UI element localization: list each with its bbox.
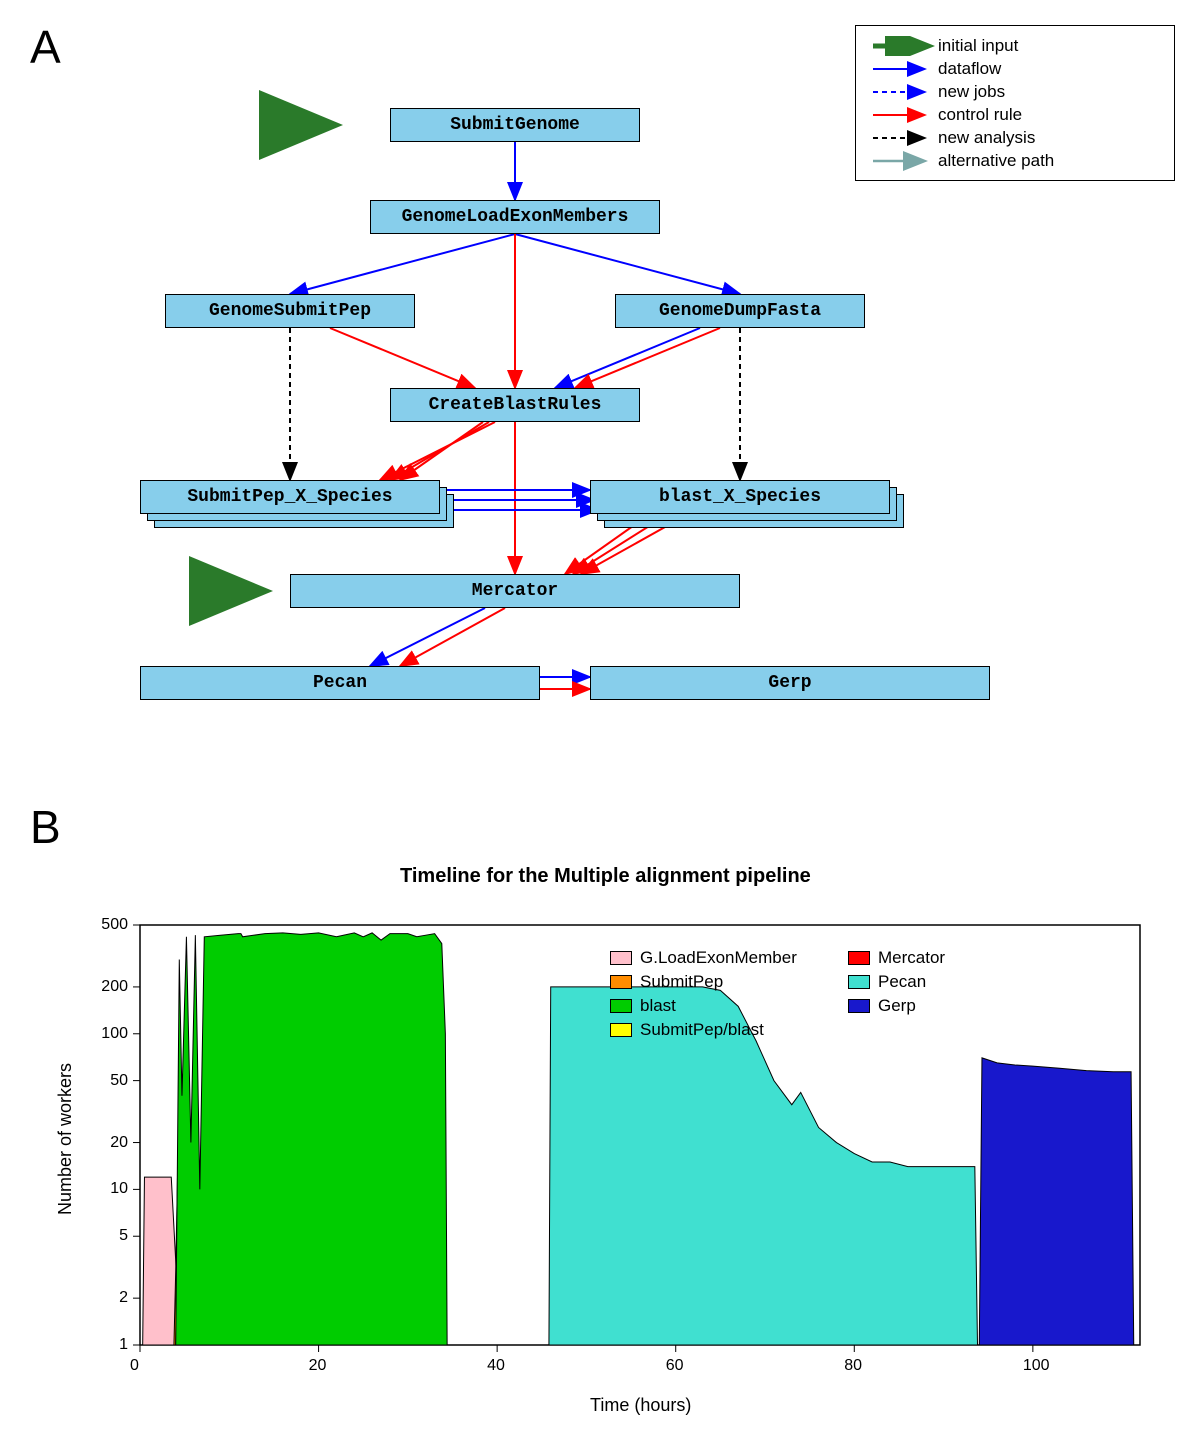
new-analysis-icon	[868, 128, 938, 148]
panel-a-legend: initial input dataflow new jobs control …	[855, 25, 1175, 181]
swatch	[610, 1023, 632, 1037]
panel-a-label: A	[30, 20, 61, 74]
swatch	[848, 999, 870, 1013]
node-genomeDumpFasta: GenomeDumpFasta	[615, 294, 865, 328]
legend-item-label: Mercator	[878, 948, 998, 968]
series-blast	[176, 933, 447, 1345]
chart-legend: G.LoadExonMember Mercator SubmitPep Pecan bl…	[610, 948, 998, 1040]
xtick-label: 60	[666, 1357, 684, 1375]
legend-row-new-analysis: new analysis	[868, 126, 1162, 149]
node-gerp: Gerp	[590, 666, 990, 700]
legend-item-label: SubmitPep/blast	[640, 1020, 840, 1040]
legend-item-label: blast	[640, 996, 840, 1016]
swatch	[848, 951, 870, 965]
series-Pecan	[549, 987, 978, 1345]
new-jobs-icon	[868, 82, 938, 102]
chart-title: Timeline for the Multiple alignment pipe…	[400, 865, 811, 888]
ytick-label: 10	[110, 1180, 128, 1198]
legend-new-analysis-label: new analysis	[938, 128, 1035, 148]
legend-row-dataflow: dataflow	[868, 57, 1162, 80]
ytick-label: 20	[110, 1134, 128, 1152]
series-Gerp	[979, 1058, 1133, 1345]
legend-item-label: SubmitPep	[640, 972, 840, 992]
control-rule-icon	[868, 105, 938, 125]
ytick-label: 200	[101, 978, 128, 996]
legend-initial-input-label: initial input	[938, 36, 1018, 56]
xtick-label: 40	[487, 1357, 505, 1375]
node-createBlastRules: CreateBlastRules	[390, 388, 640, 422]
ytick-label: 1	[119, 1336, 128, 1354]
swatch	[848, 975, 870, 989]
node-genomeSubmitPep: GenomeSubmitPep	[165, 294, 415, 328]
legend-row-new-jobs: new jobs	[868, 80, 1162, 103]
ytick-label: 100	[101, 1025, 128, 1043]
node-pecan: Pecan	[140, 666, 540, 700]
legend-item-label: Pecan	[878, 972, 998, 992]
x-axis-label: Time (hours)	[590, 1395, 691, 1416]
node-submitPepXSpecies: SubmitPep_X_Species	[140, 480, 440, 514]
xtick-label: 20	[309, 1357, 327, 1375]
legend-alternative-path-label: alternative path	[938, 151, 1054, 171]
ytick-label: 2	[119, 1289, 128, 1307]
legend-new-jobs-label: new jobs	[938, 82, 1005, 102]
panel-b-label: B	[30, 800, 61, 854]
xtick-label: 80	[844, 1357, 862, 1375]
figure-container: A initial input dataflow new jobs contro…	[0, 0, 1200, 1438]
legend-row-alternative-path: alternative path	[868, 149, 1162, 172]
node-submitGenome: SubmitGenome	[390, 108, 640, 142]
node-blastXSpecies: blast_X_Species	[590, 480, 890, 514]
ytick-label: 5	[119, 1227, 128, 1245]
node-genomeLoadExonMembers: GenomeLoadExonMembers	[370, 200, 660, 234]
legend-row-control-rule: control rule	[868, 103, 1162, 126]
legend-dataflow-label: dataflow	[938, 59, 1001, 79]
legend-item-label: G.LoadExonMember	[640, 948, 840, 968]
alternative-path-icon	[868, 151, 938, 171]
swatch	[610, 951, 632, 965]
xtick-label: 0	[130, 1357, 139, 1375]
y-axis-label: Number of workers	[55, 1063, 76, 1215]
dataflow-icon	[868, 59, 938, 79]
legend-row-initial-input: initial input	[868, 34, 1162, 57]
xtick-label: 100	[1023, 1357, 1050, 1375]
swatch	[610, 999, 632, 1013]
legend-item-label: Gerp	[878, 996, 998, 1016]
legend-control-rule-label: control rule	[938, 105, 1022, 125]
node-mercator: Mercator	[290, 574, 740, 608]
ytick-label: 500	[101, 916, 128, 934]
ytick-label: 50	[110, 1072, 128, 1090]
initial-input-icon	[868, 36, 938, 56]
swatch	[610, 975, 632, 989]
